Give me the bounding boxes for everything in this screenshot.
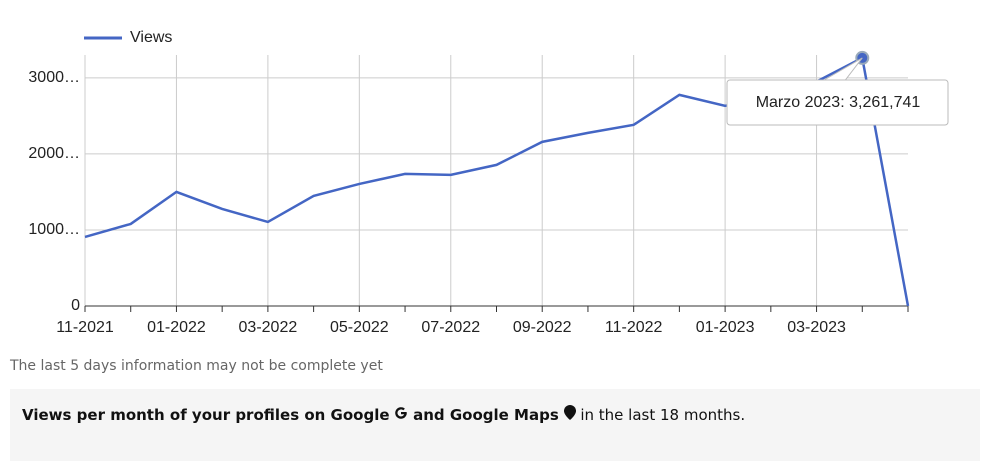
tooltip xyxy=(726,79,949,126)
note: The last 5 days information may not be c… xyxy=(10,358,383,374)
x-tick-label: 07-2022 xyxy=(421,319,480,336)
y-tick-label: 2000… xyxy=(28,145,80,162)
x-tick-label: 03-2022 xyxy=(239,319,298,336)
footer-text: and Google Maps xyxy=(413,406,559,424)
x-tick-label: 09-2022 xyxy=(513,319,572,336)
footer: Views per month of your profiles on Goog… xyxy=(10,389,980,461)
legend-label: Views xyxy=(130,29,172,46)
google-icon xyxy=(395,407,408,419)
chart: 0 1000… 2000… 3000… 11-2021 01-2022 03-2022 05-… xyxy=(28,29,949,336)
footer-text: in the last 18 months. xyxy=(580,406,746,424)
tooltip-label: Marzo 2023 xyxy=(756,94,841,111)
x-tick-label: 11-2022 xyxy=(605,319,663,336)
x-tick-label: 01-2023 xyxy=(696,319,755,336)
y-tick-label: 1000… xyxy=(28,221,80,238)
y-tick-label: 0 xyxy=(71,297,80,314)
y-tick-label: 3000… xyxy=(28,69,80,86)
tooltip-sep: : xyxy=(840,94,849,111)
x-tick-label: 03-2023 xyxy=(787,319,846,336)
x-tick-label: 11-2021 xyxy=(56,319,114,336)
footer-text: Views per month of your profiles on Goog… xyxy=(22,406,390,424)
map-pin-icon xyxy=(563,405,576,420)
tooltip-text: Marzo 2023: 3,261,741 xyxy=(756,94,921,111)
tooltip-value: 3,261,741 xyxy=(849,94,920,111)
x-tick-label: 05-2022 xyxy=(330,319,389,336)
x-tick-label: 01-2022 xyxy=(147,319,206,336)
